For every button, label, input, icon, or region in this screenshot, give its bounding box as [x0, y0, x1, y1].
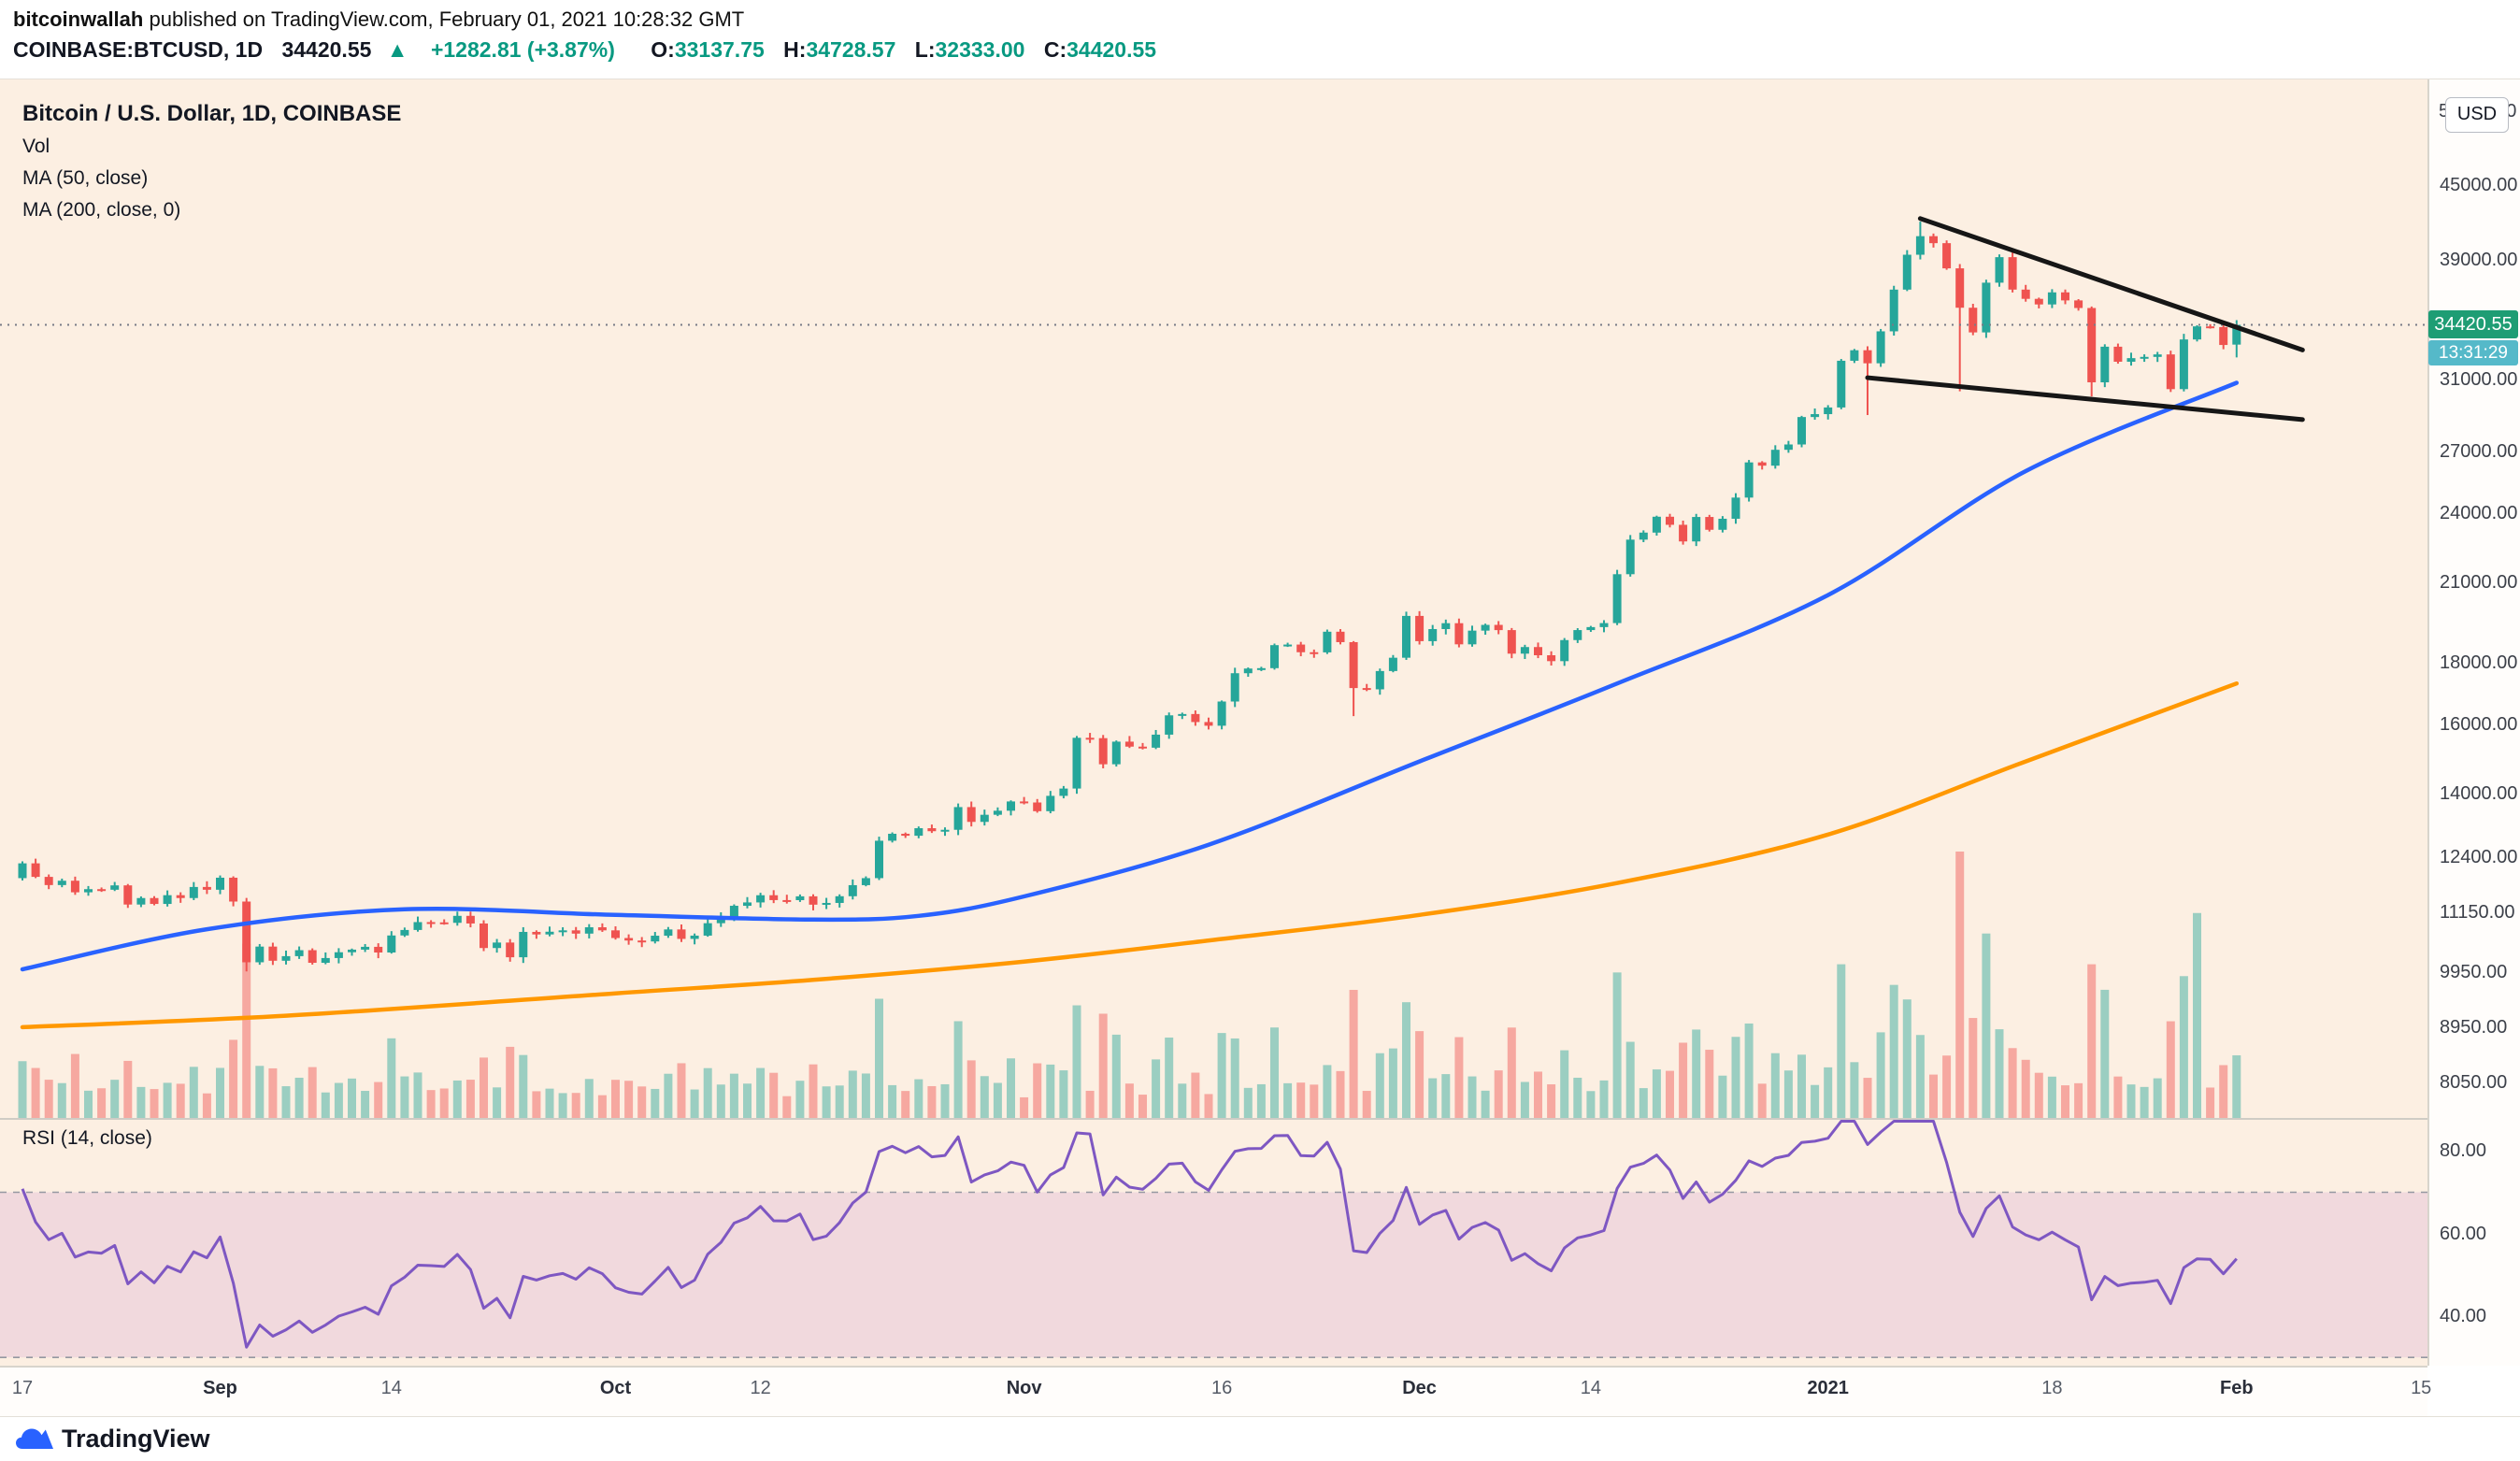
candle-countdown-tag: 13:31:29 [2428, 340, 2518, 366]
price-chart-pane[interactable] [0, 79, 2427, 1118]
time-tick-label: 17 [11, 1378, 34, 1398]
rsi-pane[interactable] [0, 1118, 2427, 1366]
price-tick-label: 16000.00 [2440, 713, 2518, 735]
pane-divider[interactable] [0, 1118, 2427, 1120]
close-value: 34420.55 [1067, 37, 1157, 62]
price-tick-label: 12400.00 [2440, 847, 2518, 867]
rsi-tick-label: 40.00 [2440, 1306, 2487, 1326]
price-axis[interactable] [2427, 79, 2520, 1366]
high-label: H: [783, 37, 807, 62]
time-tick-label: 12 [750, 1378, 771, 1398]
publish-line: bitcoinwallah published on TradingView.c… [13, 7, 744, 32]
chart-legend: Bitcoin / U.S. Dollar, 1D, COINBASE Vol … [22, 97, 401, 226]
price-tick-label: 45000.00 [2440, 174, 2518, 195]
rsi-tick-label: 80.00 [2440, 1140, 2487, 1162]
price-tick-label: 11150.00 [2440, 902, 2515, 924]
rsi-legend[interactable]: RSI (14, close) [22, 1127, 152, 1149]
low-value: 32333.00 [935, 37, 1025, 62]
price-tick-label: 8050.00 [2440, 1072, 2508, 1093]
price-tick-label: 39000.00 [2440, 249, 2518, 270]
legend-volume[interactable]: Vol [22, 136, 50, 157]
open-value: 33137.75 [674, 37, 765, 62]
price-tick-label: 9950.00 [2440, 961, 2508, 982]
legend-ma50[interactable]: MA (50, close) [22, 167, 149, 189]
tradingview-logo[interactable] [15, 1424, 56, 1455]
last-price: 34420.55 [281, 37, 372, 62]
price-tick-label: 18000.00 [2440, 652, 2518, 674]
high-value: 34728.57 [806, 37, 896, 62]
low-label: L: [914, 37, 936, 62]
legend-symbol-title[interactable]: Bitcoin / U.S. Dollar, 1D, COINBASE [22, 101, 402, 126]
symbol-line: COINBASE:BTCUSD, 1D 34420.55 ▲ +1282.81 … [13, 37, 1156, 63]
open-label: O: [651, 37, 675, 62]
price-tick-label: 8950.00 [2440, 1016, 2508, 1038]
header: bitcoinwallah published on TradingView.c… [0, 0, 2520, 79]
time-tick-label: 14 [380, 1378, 402, 1398]
rsi-tick-label: 60.00 [2440, 1223, 2487, 1244]
price-tick-label: 27000.00 [2440, 440, 2518, 462]
time-tick-label: 15 [2411, 1378, 2432, 1398]
time-tick-label: 14 [1580, 1378, 1602, 1398]
time-tick-label: Feb [2220, 1378, 2254, 1398]
footer-brand-text[interactable]: TradingView [62, 1425, 210, 1453]
usd-currency-button[interactable]: USD [2445, 97, 2509, 133]
last-price-tag: 34420.55 [2428, 310, 2518, 339]
time-tick-label: Nov [1006, 1378, 1042, 1398]
time-tick-label: Dec [1402, 1378, 1437, 1398]
footer: TradingView [0, 1416, 2520, 1461]
time-tick-label: 2021 [1807, 1378, 1849, 1398]
time-tick-label: Oct [599, 1378, 632, 1398]
publish-text: published on TradingView.com, February 0… [143, 7, 745, 31]
price-tick-label: 31000.00 [2440, 368, 2518, 390]
time-tick-label: Sep [203, 1378, 237, 1398]
change-value: +1282.81 (+3.87%) [430, 37, 615, 62]
time-tick-label: 18 [2041, 1378, 2063, 1398]
legend-ma200[interactable]: MA (200, close, 0) [22, 199, 181, 221]
time-axis[interactable] [0, 1366, 2427, 1418]
time-tick-label: 16 [1210, 1378, 1233, 1398]
price-tick-label: 24000.00 [2440, 502, 2518, 523]
price-tick-label: 14000.00 [2440, 783, 2518, 805]
up-triangle-icon: ▲ [386, 37, 408, 62]
author-name: bitcoinwallah [13, 7, 144, 31]
symbol-interval: COINBASE:BTCUSD, 1D [13, 37, 264, 62]
close-label: C: [1043, 37, 1067, 62]
price-tick-label: 21000.00 [2440, 572, 2518, 594]
